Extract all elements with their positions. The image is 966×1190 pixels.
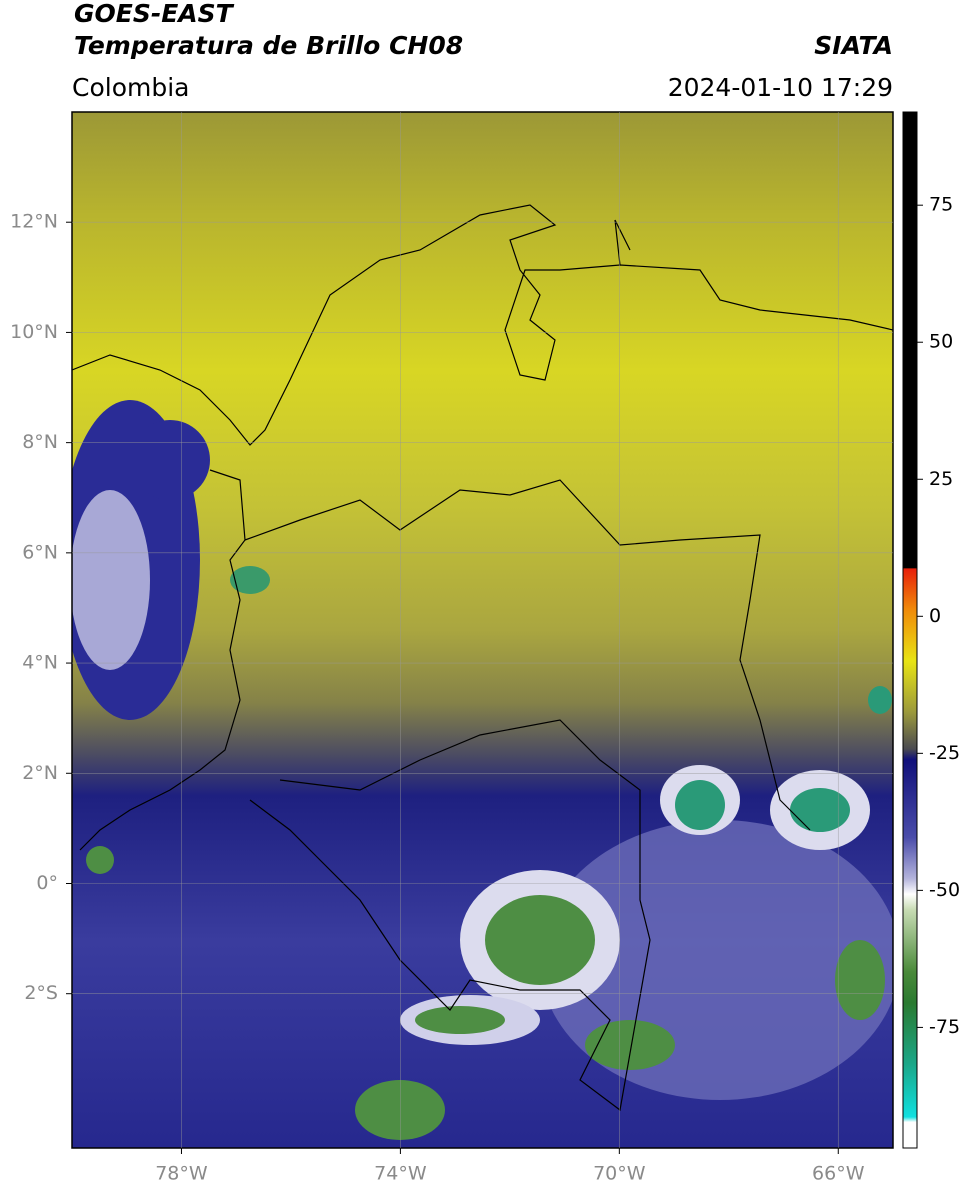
lon-tick-label: 78°W xyxy=(155,1163,208,1185)
lon-tick-label: 74°W xyxy=(374,1163,427,1185)
region: Colombia xyxy=(72,73,189,102)
colorbar-label: -25 xyxy=(929,742,960,764)
lon-tick-label: 66°W xyxy=(812,1163,865,1185)
lat-tick-label: 8°N xyxy=(22,431,58,453)
lat-tick-label: 4°N xyxy=(22,652,58,674)
colorbar-label: 75 xyxy=(929,194,953,216)
subtitle: Temperatura de Brillo CH08 xyxy=(74,31,463,60)
colorbar xyxy=(902,111,918,1149)
lat-tick-label: 12°N xyxy=(10,211,58,233)
lat-tick-label: 10°N xyxy=(10,321,58,343)
colorbar-label: 50 xyxy=(929,331,953,353)
source: SIATA xyxy=(814,31,893,60)
colorbar-label: -50 xyxy=(929,879,960,901)
map-frame xyxy=(71,111,894,1149)
colorbar-label: 25 xyxy=(929,468,953,490)
lat-tick-label: 2°N xyxy=(22,762,58,784)
title: GOES-EAST xyxy=(74,0,235,28)
satellite-image xyxy=(72,112,893,1148)
lat-tick-label: 6°N xyxy=(22,541,58,563)
timestamp: 2024-01-10 17:29 xyxy=(668,73,893,102)
lon-tick-label: 70°W xyxy=(593,1163,646,1185)
lat-tick-label: 2°S xyxy=(24,982,58,1004)
lat-tick-label: 0° xyxy=(36,872,58,894)
colorbar-label: 0 xyxy=(929,605,941,627)
colorbar-label: -75 xyxy=(929,1016,960,1038)
